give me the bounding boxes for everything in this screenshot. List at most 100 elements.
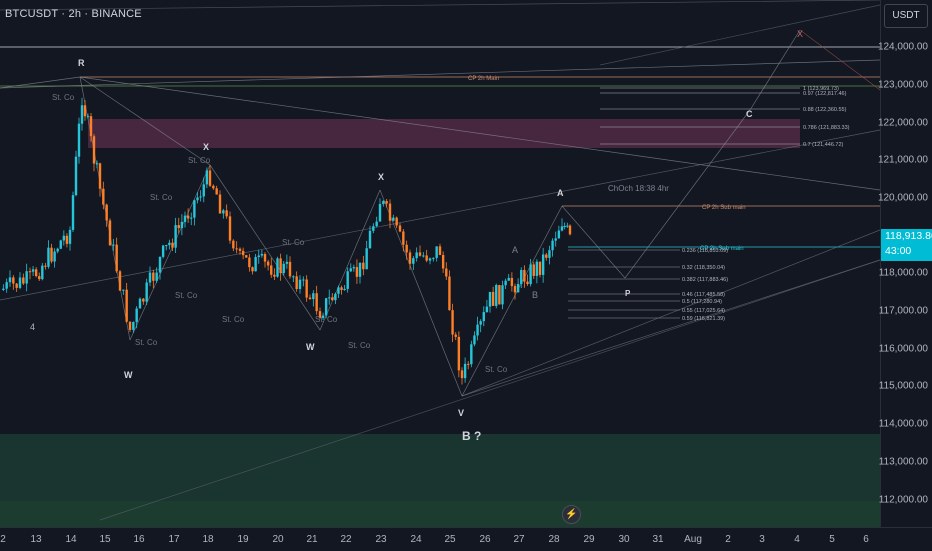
candle-body: [372, 226, 375, 231]
wave-label: R: [78, 58, 85, 68]
candle-body: [183, 215, 187, 222]
candle-body: [105, 204, 108, 221]
candle-body: [402, 231, 405, 245]
trend-line: [209, 164, 321, 331]
candle-body: [12, 277, 15, 284]
candle-body: [501, 285, 504, 305]
candle-body: [50, 247, 53, 262]
candle-body: [260, 254, 264, 256]
candle-body: [282, 263, 285, 274]
candle-body: [504, 280, 507, 286]
candle-body: [56, 248, 59, 252]
candle-body: [510, 277, 514, 287]
candle-body: [382, 201, 385, 204]
candle-body: [80, 105, 84, 124]
price-label: 123,000.00: [877, 79, 928, 91]
wave-label: A: [557, 188, 564, 198]
cp-sub-main-label: CP 2h Sub main: [702, 205, 746, 211]
trend-line: [319, 189, 381, 331]
st-co-label: St. Co: [150, 193, 173, 202]
candle-body: [324, 298, 328, 316]
time-label: 21: [306, 534, 318, 545]
st-co-label: St. Co: [52, 93, 75, 102]
candle-body: [554, 238, 557, 241]
time-label: 16: [133, 534, 145, 545]
candle-body: [568, 225, 572, 235]
candle-body: [513, 286, 517, 293]
candle-body: [155, 272, 158, 281]
trend-line: [0, 59, 880, 89]
time-label: 22: [340, 534, 352, 545]
wave-label: B ?: [462, 429, 481, 443]
candle-body: [245, 255, 248, 258]
price-axis[interactable]: 124,000.00 123,000.00 122,000.00 121,000…: [877, 0, 932, 527]
fib-label: 0.236 (118,853.09): [682, 248, 728, 254]
candle-body: [112, 244, 115, 246]
candle-body: [476, 324, 479, 336]
candle-body: [273, 274, 276, 277]
candle-body: [193, 200, 196, 218]
candle-body: [551, 240, 554, 251]
candle-body: [288, 261, 292, 277]
candle-body: [362, 262, 365, 270]
candle-body: [177, 225, 180, 229]
candle-body: [168, 242, 171, 246]
candle-body: [295, 276, 298, 290]
candle-body: [95, 163, 99, 165]
candle-body: [142, 298, 145, 302]
time-label: 17: [168, 534, 180, 545]
trend-line: [129, 164, 211, 341]
time-label: 25: [444, 534, 456, 545]
candle-body: [98, 163, 102, 189]
chart-area[interactable]: 4 W W X X A A B C X B ? R V P St. Co St. Co St. Co St. Co…: [0, 0, 880, 527]
candle-body: [523, 269, 526, 282]
bar-countdown: 43:00: [885, 245, 912, 257]
candle-body: [68, 229, 72, 244]
candle-body: [349, 268, 352, 272]
trend-line: [461, 259, 880, 397]
fib-label: 0.55 (117,025.64): [682, 308, 725, 314]
price-label: 115,000.00: [878, 380, 928, 392]
candle-body: [441, 254, 445, 269]
candle-body: [520, 269, 523, 284]
candle-body: [331, 297, 334, 301]
wave-label: A: [512, 245, 518, 255]
candle-body: [312, 293, 315, 300]
candle-body: [368, 230, 372, 249]
candle-body: [238, 248, 242, 251]
candle-body: [235, 248, 238, 250]
candle-body: [302, 279, 305, 281]
candle-body: [145, 282, 148, 302]
candle-body: [305, 279, 308, 298]
currency-button[interactable]: USDT: [884, 4, 928, 28]
candle-body: [248, 257, 251, 268]
time-label: 3: [759, 534, 765, 545]
time-label: 26: [479, 534, 491, 545]
symbol-title[interactable]: BTCUSDT · 2h · BINANCE: [5, 8, 142, 20]
trend-line: [749, 29, 801, 111]
wave-label: B: [532, 290, 538, 300]
candle-body: [74, 156, 78, 196]
wave-label: X: [797, 29, 803, 39]
candle-body: [488, 291, 492, 307]
candle-body: [566, 225, 569, 227]
candle-body: [432, 257, 435, 259]
candle-body: [86, 116, 90, 118]
st-co-label: St. Co: [282, 238, 305, 247]
price-label: 122,000.00: [877, 117, 928, 129]
price-chart-canvas[interactable]: 4 W W X X A A B C X B ? R V P St. Co St. Co St. Co St. Co…: [0, 0, 880, 527]
candle-body: [135, 308, 138, 322]
demand-zone: [0, 434, 880, 501]
candle-body: [308, 297, 312, 300]
trend-line: [379, 189, 463, 397]
candle-body: [148, 272, 152, 283]
fib-label: 0.7 (121,446.72): [803, 142, 844, 148]
time-axis[interactable]: 2 13 14 15 16 17 18 19 20 21 22 23 24 25…: [0, 527, 932, 551]
candle-body: [205, 170, 209, 185]
time-label: Aug: [684, 534, 702, 545]
candle-body: [451, 310, 454, 335]
candle-body: [232, 240, 235, 249]
candle-body: [435, 246, 438, 258]
lightning-bolt-icon[interactable]: ⚡: [562, 505, 581, 524]
time-label: 4: [794, 534, 800, 545]
